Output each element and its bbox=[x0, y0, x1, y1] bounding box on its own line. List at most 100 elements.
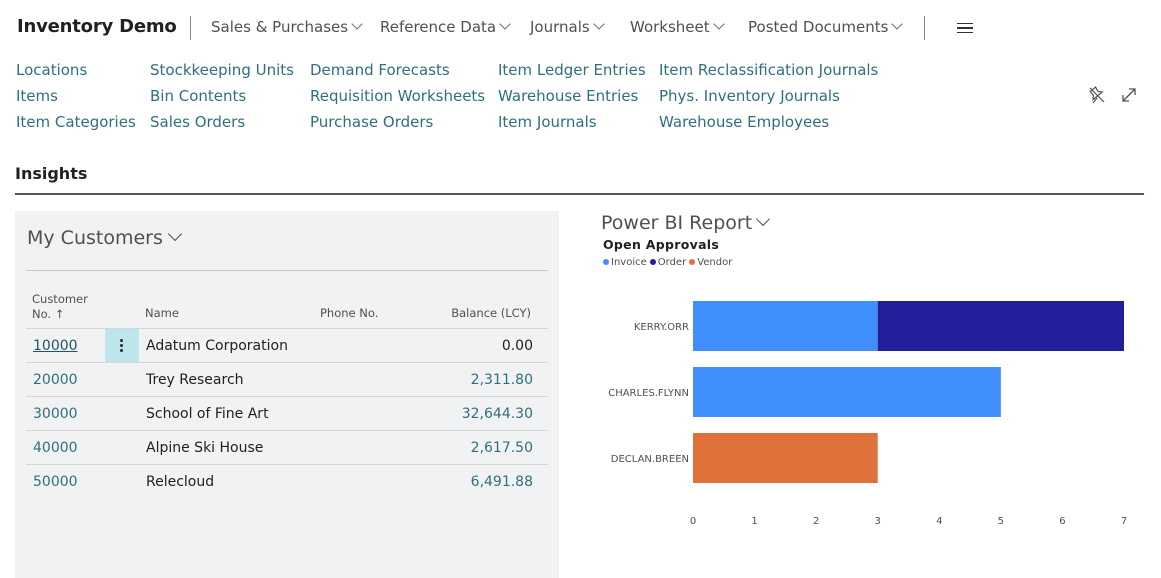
customer-balance[interactable]: 0.00 bbox=[501, 338, 533, 354]
column-header-balance[interactable]: Balance (LCY) bbox=[451, 306, 531, 320]
insights-heading: Insights bbox=[15, 164, 88, 183]
x-tick-label: 0 bbox=[690, 516, 696, 527]
open-approvals-chart: KERRY.ORR CHARLES.FLYNN DECLAN.BREEN 0 1 2 3 4 5… bbox=[608, 301, 1127, 527]
customer-name: Trey Research bbox=[146, 372, 244, 388]
nav-link-warehouse-entries[interactable]: Warehouse Entries bbox=[498, 87, 639, 105]
legend-label: Vendor bbox=[697, 257, 733, 268]
my-customers-title[interactable]: My Customers bbox=[27, 226, 182, 249]
nav-link-bin-contents[interactable]: Bin Contents bbox=[150, 87, 247, 105]
chart-title: Open Approvals bbox=[603, 237, 720, 252]
customer-name: Adatum Corporation bbox=[146, 338, 288, 354]
customer-no[interactable]: 10000 bbox=[33, 338, 78, 354]
menu-posted-documents[interactable]: Posted Documents bbox=[748, 18, 904, 36]
legend-label: Invoice bbox=[611, 257, 647, 268]
customer-no[interactable]: 20000 bbox=[33, 372, 78, 388]
nav-link-warehouse-employees[interactable]: Warehouse Employees bbox=[659, 113, 830, 131]
column-header-customer-no-line2[interactable]: No. ↑ bbox=[32, 307, 65, 321]
x-tick-label: 3 bbox=[875, 516, 881, 527]
card-divider bbox=[26, 270, 548, 271]
legend-item-order[interactable]: Order bbox=[649, 257, 687, 268]
menu-label: Journals bbox=[530, 18, 590, 36]
nav-link-sales-orders[interactable]: Sales Orders bbox=[150, 113, 246, 131]
x-tick-label: 5 bbox=[998, 516, 1004, 527]
legend-swatch bbox=[689, 259, 696, 265]
column-header-name[interactable]: Name bbox=[145, 306, 179, 320]
customer-name: School of Fine Art bbox=[146, 406, 269, 422]
x-tick-label: 4 bbox=[936, 516, 942, 527]
nav-link-phys-inventory-journals[interactable]: Phys. Inventory Journals bbox=[659, 87, 840, 105]
menu-reference-data[interactable]: Reference Data bbox=[380, 18, 511, 36]
nav-link-item-categories[interactable]: Item Categories bbox=[16, 113, 136, 131]
app-title[interactable]: Inventory Demo bbox=[17, 16, 177, 37]
customer-no[interactable]: 40000 bbox=[33, 440, 78, 456]
nav-link-purchase-orders[interactable]: Purchase Orders bbox=[310, 113, 434, 131]
category-label: DECLAN.BREEN bbox=[611, 454, 689, 465]
menu-label: Posted Documents bbox=[748, 18, 889, 36]
pin-off-icon[interactable] bbox=[1087, 85, 1107, 105]
row-actions-button[interactable] bbox=[105, 329, 139, 362]
bar-kerry-orr-invoice[interactable] bbox=[693, 301, 878, 351]
report-title-label: Power BI Report bbox=[601, 212, 753, 234]
menu-label: Sales & Purchases bbox=[211, 18, 349, 36]
customer-balance[interactable]: 2,311.80 bbox=[470, 372, 533, 388]
legend-item-invoice[interactable]: Invoice bbox=[603, 257, 647, 268]
category-label: CHARLES.FLYNN bbox=[608, 388, 689, 399]
nav-link-item-ledger-entries[interactable]: Item Ledger Entries bbox=[498, 61, 646, 79]
customer-balance[interactable]: 32,644.30 bbox=[461, 406, 533, 422]
nav-link-requisition-worksheets[interactable]: Requisition Worksheets bbox=[310, 87, 486, 105]
chevron-down-icon bbox=[891, 18, 904, 30]
table-row[interactable]: 50000 Relecloud 6,491.88 bbox=[26, 464, 548, 499]
table-row[interactable]: 30000 School of Fine Art 32,644.30 bbox=[26, 396, 548, 431]
bar-charles-flynn-invoice[interactable] bbox=[693, 367, 1001, 417]
table-row[interactable]: 20000 Trey Research 2,311.80 bbox=[26, 362, 548, 397]
legend-swatch bbox=[649, 259, 656, 265]
insights-divider bbox=[15, 193, 1144, 195]
legend-swatch bbox=[603, 259, 609, 265]
legend-item-vendor[interactable]: Vendor bbox=[689, 257, 732, 268]
chevron-down-icon bbox=[593, 18, 605, 30]
title-divider bbox=[190, 16, 191, 40]
chevron-down-icon bbox=[712, 18, 725, 30]
chevron-down-icon bbox=[167, 226, 182, 242]
column-header-phone[interactable]: Phone No. bbox=[320, 306, 379, 320]
bar-kerry-orr-order[interactable] bbox=[877, 301, 1124, 351]
category-label: KERRY.ORR bbox=[634, 322, 689, 333]
my-customers-card: My Customers Customer No. ↑ Name Phone N… bbox=[15, 211, 559, 578]
column-header-customer-no-line1[interactable]: Customer bbox=[32, 292, 88, 306]
top-navigation-bar: Inventory Demo Sales & Purchases Referen… bbox=[0, 0, 1161, 56]
nav-link-item-reclassification-journals[interactable]: Item Reclassification Journals bbox=[659, 61, 879, 79]
table-row[interactable]: 40000 Alpine Ski House 2,617.50 bbox=[26, 430, 548, 465]
chart-legend: Invoice Order Vendor bbox=[603, 257, 735, 268]
menu-label: Worksheet bbox=[630, 18, 710, 36]
power-bi-report-title[interactable]: Power BI Report bbox=[601, 211, 771, 234]
expand-icon[interactable] bbox=[1119, 85, 1139, 105]
table-row[interactable]: 10000 Adatum Corporation 0.00 bbox=[26, 328, 548, 363]
nav-link-demand-forecasts[interactable]: Demand Forecasts bbox=[310, 61, 450, 79]
bar-declan-breen-vendor[interactable] bbox=[693, 433, 878, 483]
customer-no[interactable]: 50000 bbox=[33, 474, 78, 490]
nav-link-items[interactable]: Items bbox=[16, 87, 58, 105]
x-tick-label: 2 bbox=[813, 516, 819, 527]
customer-balance[interactable]: 6,491.88 bbox=[470, 474, 533, 490]
legend-label: Order bbox=[657, 257, 687, 268]
card-title-label: My Customers bbox=[27, 227, 163, 249]
x-tick-label: 6 bbox=[1059, 516, 1065, 527]
nav-link-stockkeeping-units[interactable]: Stockkeeping Units bbox=[150, 61, 294, 79]
x-tick-label: 1 bbox=[751, 516, 757, 527]
customer-name: Relecloud bbox=[146, 474, 215, 490]
nav-link-locations[interactable]: Locations bbox=[16, 61, 88, 79]
menu-divider bbox=[924, 16, 925, 40]
x-tick-label: 7 bbox=[1121, 516, 1127, 527]
customer-no[interactable]: 30000 bbox=[33, 406, 78, 422]
menu-label: Reference Data bbox=[380, 18, 497, 36]
chevron-down-icon bbox=[351, 18, 363, 30]
menu-journals[interactable]: Journals bbox=[530, 18, 605, 36]
customer-name: Alpine Ski House bbox=[146, 440, 264, 456]
nav-link-item-journals[interactable]: Item Journals bbox=[498, 113, 597, 131]
customer-balance[interactable]: 2,617.50 bbox=[470, 440, 533, 456]
hamburger-icon[interactable] bbox=[957, 23, 973, 33]
menu-sales-purchases[interactable]: Sales & Purchases bbox=[211, 18, 363, 36]
chevron-down-icon bbox=[499, 18, 511, 30]
chevron-down-icon bbox=[756, 211, 771, 227]
menu-worksheet[interactable]: Worksheet bbox=[630, 18, 725, 36]
